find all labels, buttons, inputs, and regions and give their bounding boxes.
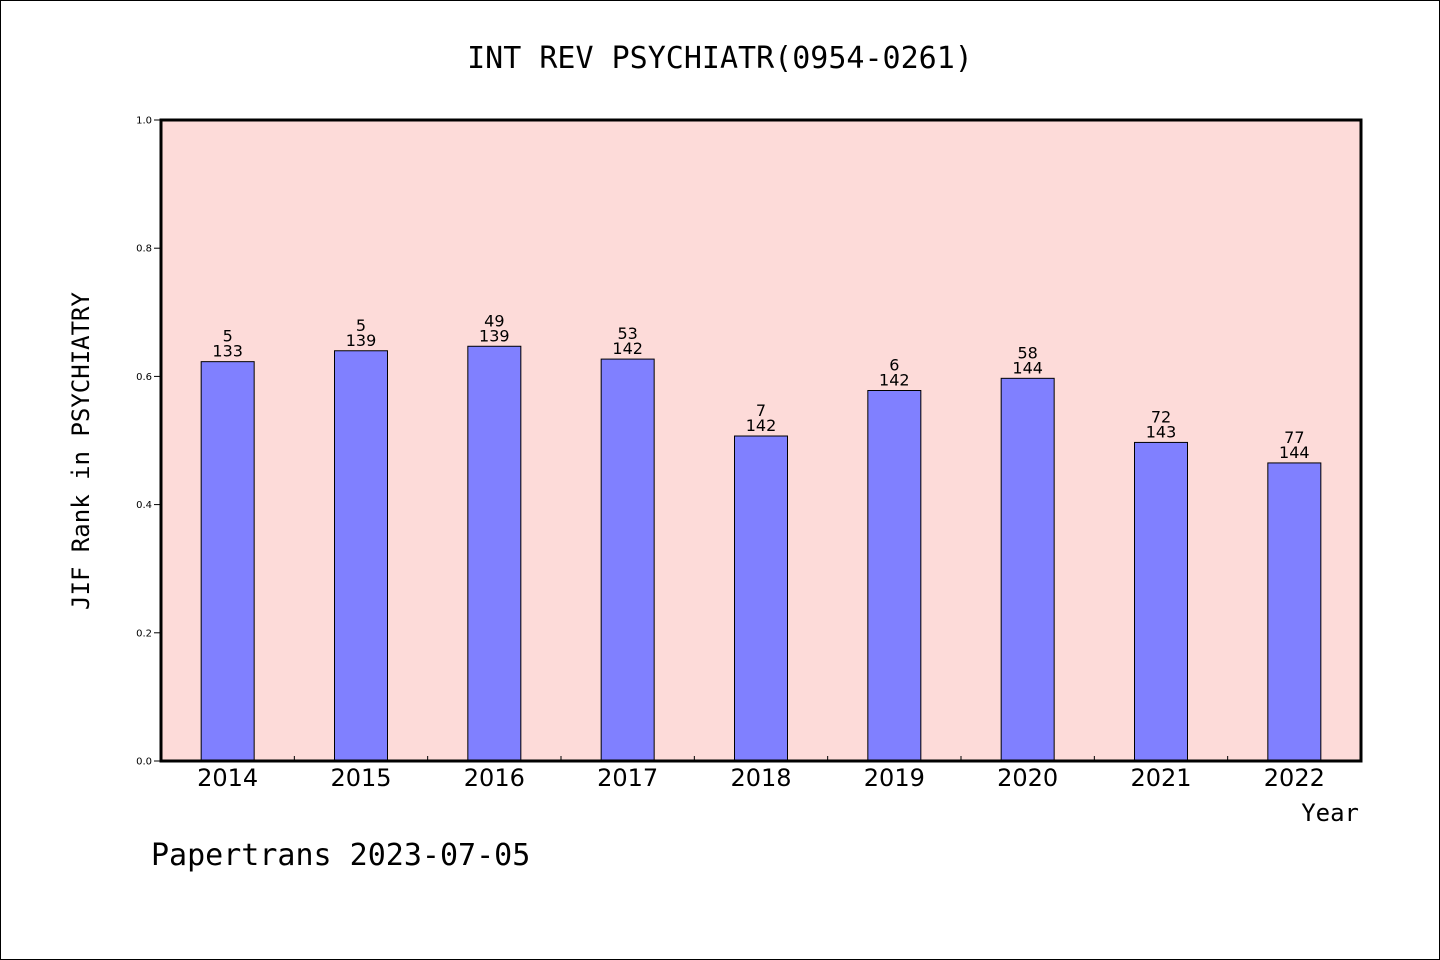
bar-total-label: 142: [746, 416, 777, 435]
bar: [867, 390, 922, 762]
bar-rank-label: 7: [756, 401, 766, 420]
footer-text: Papertrans 2023-07-05: [151, 838, 530, 873]
y-tick-label: 0.6: [136, 372, 152, 383]
bar: [1134, 441, 1188, 762]
y-axis: 0.0 0.2 0.4 0.6 0.8 1.0: [136, 116, 161, 768]
x-tick-label: 2019: [864, 764, 925, 792]
bar: [467, 345, 522, 762]
bar-rank-label: 6: [889, 356, 899, 375]
bar: [1267, 462, 1322, 762]
x-tick-label: 2020: [997, 764, 1058, 792]
bar-total-label: 144: [1279, 443, 1310, 462]
x-tick-label: 2015: [330, 764, 391, 792]
chart-title: INT REV PSYCHIATR(0954-0261): [467, 41, 973, 76]
bar-total-label: 139: [346, 331, 377, 350]
bar-rank-label: 53: [617, 324, 637, 343]
y-tick-label: 1.0: [136, 116, 152, 127]
bar-total-label: 142: [879, 371, 910, 390]
bar-total-label: 133: [212, 342, 243, 361]
x-tick-label: 2018: [730, 764, 791, 792]
bar-rank-label: 72: [1151, 407, 1171, 426]
bar: [600, 358, 655, 762]
x-tick-label: 2016: [464, 764, 525, 792]
x-axis: 2014 2015 2016 2017 2018 2019 2020 2021 2022: [197, 756, 1325, 792]
bar-total-label: 142: [612, 339, 643, 358]
y-axis-label: JIF Rank in PSYCHIATRY: [67, 292, 95, 610]
y-tick-label: 0.4: [136, 500, 152, 511]
x-tick-label: 2014: [197, 764, 258, 792]
bars-group: [200, 345, 1322, 762]
y-tick-label: 0.8: [136, 244, 152, 255]
bar: [200, 361, 255, 762]
x-tick-label: 2021: [1130, 764, 1191, 792]
bar-rank-label: 49: [484, 311, 504, 330]
bar-rank-label: 58: [1017, 343, 1037, 362]
plot-border: [159, 118, 1363, 763]
bar-total-label: 143: [1146, 422, 1177, 441]
x-axis-label: Year: [1301, 799, 1359, 827]
bar-total-label: 139: [479, 326, 510, 345]
bar: [734, 435, 788, 762]
x-tick-label: 2017: [597, 764, 658, 792]
bar-rank-label: 5: [223, 327, 233, 346]
bar: [1000, 377, 1055, 762]
bar-rank-label: 77: [1284, 428, 1304, 447]
bar-rank-label: 5: [356, 316, 366, 335]
y-tick-label: 0.2: [136, 628, 152, 639]
y-tick-label: 0.0: [136, 757, 152, 768]
bar: [334, 350, 388, 762]
bar-total-label: 144: [1012, 358, 1043, 377]
x-tick-label: 2022: [1264, 764, 1325, 792]
